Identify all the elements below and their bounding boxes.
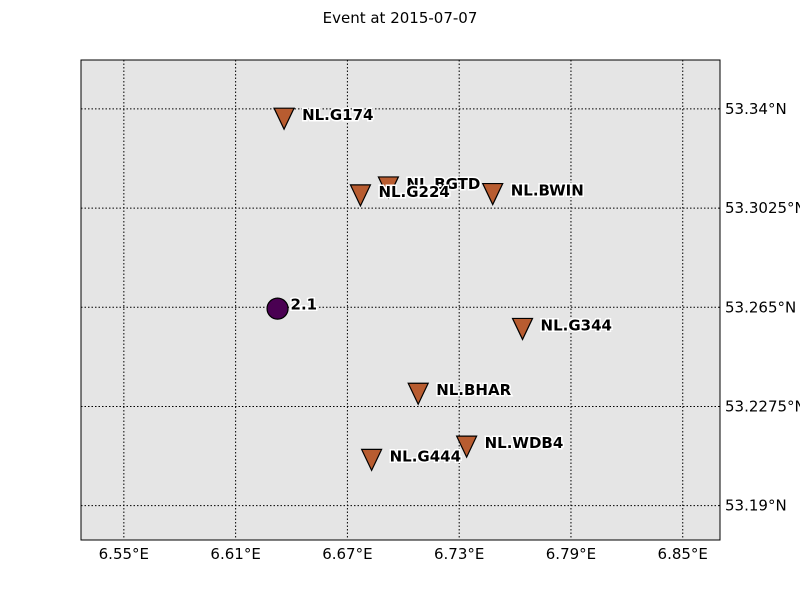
graticule — [81, 60, 720, 540]
station-marker[interactable] — [349, 184, 372, 208]
station-label: NL.G174 — [302, 106, 373, 124]
station-label: NL.G444 — [390, 447, 461, 465]
lon-tick-label: 6.67°E — [322, 545, 372, 563]
tick-labels: 6.55°E 6.61°E 6.67°E 6.73°E 6.79°E 6.85°E 53.1… — [99, 100, 800, 563]
station-marker[interactable] — [511, 317, 534, 341]
map-background — [81, 60, 720, 540]
lat-tick-label: 53.3025°N — [725, 199, 800, 217]
map-title: Event at 2015-07-07 — [323, 9, 478, 27]
lat-tick-label: 53.2275°N — [725, 397, 800, 415]
lat-tick-label: 53.19°N — [725, 497, 787, 515]
event-magnitude-label: 2.1 — [291, 296, 318, 314]
station-label: NL.BHAR — [436, 381, 511, 399]
lat-tick-label: 53.34°N — [725, 100, 787, 118]
lat-tick-label: 53.265°N — [725, 298, 796, 316]
station-marker[interactable] — [360, 448, 383, 472]
station-label: NL.WDB4 — [485, 434, 564, 452]
station-label: NL.BGTD — [406, 175, 480, 193]
station-label: NL.BWIN — [511, 182, 584, 200]
station-label: NL.G344 — [541, 316, 612, 334]
lon-tick-label: 6.61°E — [210, 545, 260, 563]
station-marker[interactable] — [407, 382, 430, 406]
event-marker[interactable] — [266, 297, 289, 320]
lon-tick-label: 6.55°E — [99, 545, 149, 563]
station-marker[interactable] — [273, 107, 296, 131]
map-frame — [80, 59, 721, 541]
station-label: NL.G224 — [378, 183, 449, 201]
station-marker[interactable] — [481, 182, 504, 206]
lon-tick-label: 6.73°E — [434, 545, 484, 563]
station-marker[interactable] — [377, 176, 400, 200]
lon-tick-label: 6.85°E — [658, 545, 708, 563]
lon-tick-label: 6.79°E — [546, 545, 596, 563]
station-marker[interactable] — [455, 435, 478, 459]
